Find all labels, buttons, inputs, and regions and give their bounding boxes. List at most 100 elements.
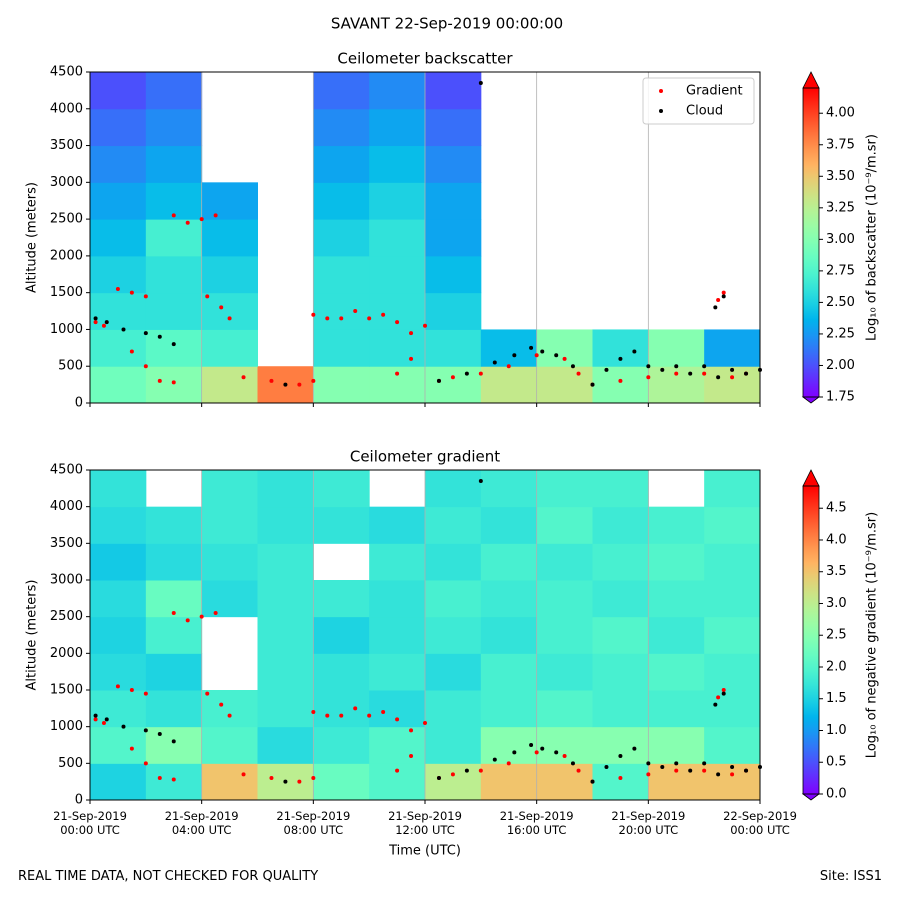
data-point [129, 290, 134, 295]
heatmap-cell [425, 145, 482, 183]
colorbar-tick-label: 2.00 [826, 358, 855, 373]
heatmap-cell [704, 506, 761, 544]
data-point [730, 367, 735, 372]
y-tick-label: 4500 [50, 65, 83, 80]
x-tick-label: 21-Sep-2019 04:00 UTC [164, 809, 239, 837]
y-tick-label: 1000 [50, 322, 83, 337]
heatmap-cell [425, 506, 482, 544]
heatmap-cell [369, 329, 426, 367]
data-point [283, 382, 288, 387]
heatmap-cell [257, 580, 314, 618]
data-point [674, 364, 679, 369]
data-point [506, 364, 511, 369]
heatmap-cell [313, 108, 370, 147]
legend-label: Gradient [686, 84, 743, 99]
data-point [171, 777, 176, 782]
heatmap-cell [90, 726, 147, 764]
data-point [311, 710, 316, 714]
legend-box [642, 77, 755, 125]
data-point [618, 356, 623, 361]
data-point [395, 320, 400, 325]
heatmap-cell [201, 506, 258, 544]
y-tick-label: 0 [75, 396, 83, 411]
heatmap-cell [145, 72, 203, 110]
heatmap-cell [480, 506, 538, 544]
data-point [409, 356, 414, 361]
heatmap-cell [480, 470, 538, 508]
data-point [464, 371, 469, 376]
data-point [604, 765, 609, 769]
data-point [570, 364, 575, 369]
heatmap-cell [592, 329, 649, 367]
heatmap-cell [425, 366, 482, 404]
data-point [171, 380, 176, 385]
heatmap-cell [369, 255, 426, 294]
heatmap-cell [648, 329, 705, 367]
data-point [269, 378, 274, 383]
y-axis-label: Altitude (meters) [25, 580, 40, 691]
data-point [450, 772, 455, 777]
data-point [540, 746, 545, 751]
heatmap-cell [704, 653, 761, 691]
heatmap-cell [369, 182, 426, 220]
heatmap-cell [201, 690, 258, 728]
data-point [381, 312, 386, 317]
data-point [409, 754, 414, 758]
y-tick-label: 1500 [50, 683, 83, 698]
heatmap-cell [313, 182, 370, 220]
heatmap-cell [201, 763, 258, 801]
data-point [157, 776, 162, 780]
heatmap-cell [90, 470, 147, 508]
heatmap-cell [201, 182, 258, 220]
data-point [554, 353, 559, 358]
data-point [478, 768, 483, 773]
heatmap-cell [313, 726, 370, 764]
heatmap-cell [592, 653, 649, 691]
colorbar-tick-label: 3.5 [826, 564, 847, 579]
data-point [702, 371, 707, 376]
heatmap-cell [201, 366, 258, 404]
heatmap-cell [90, 219, 147, 257]
heatmap-cell [425, 292, 482, 330]
heatmap-cell [145, 506, 203, 544]
heatmap-cell [425, 616, 482, 654]
heatmap-cell [425, 470, 482, 508]
heatmap-cell [369, 616, 426, 654]
heatmap-cell [313, 580, 370, 618]
colorbar [803, 486, 819, 794]
data-point [702, 768, 707, 773]
heatmap-cell [257, 470, 314, 508]
heatmap-cell [90, 145, 147, 183]
heatmap-cell [90, 616, 147, 654]
data-point [367, 316, 372, 321]
colorbar-tick-label: 4.5 [826, 501, 847, 516]
heatmap-cell [313, 329, 370, 367]
data-point [339, 316, 344, 321]
data-point [367, 713, 372, 718]
heatmap-cell [704, 470, 761, 508]
data-point [121, 724, 126, 729]
footer-note: REAL TIME DATA, NOT CHECKED FOR QUALITY [18, 869, 319, 884]
data-point [646, 761, 651, 766]
data-point [129, 349, 134, 354]
data-point [157, 334, 162, 339]
data-point [674, 761, 679, 766]
data-point [450, 375, 455, 380]
colorbar-tick-label: 3.25 [826, 200, 855, 215]
heatmap-cell [369, 690, 426, 728]
heatmap-cell [313, 219, 370, 257]
data-point [213, 213, 218, 218]
heatmap-cell [145, 108, 203, 147]
legend-marker [659, 109, 663, 113]
data-point [297, 779, 302, 784]
heatmap-cell [480, 763, 538, 801]
heatmap-cell [704, 580, 761, 618]
heatmap-cell [704, 690, 761, 728]
heatmap-cell [201, 329, 258, 367]
data-point [716, 695, 721, 700]
heatmap-cell [425, 329, 482, 367]
data-point [423, 323, 427, 328]
data-point [512, 750, 517, 755]
